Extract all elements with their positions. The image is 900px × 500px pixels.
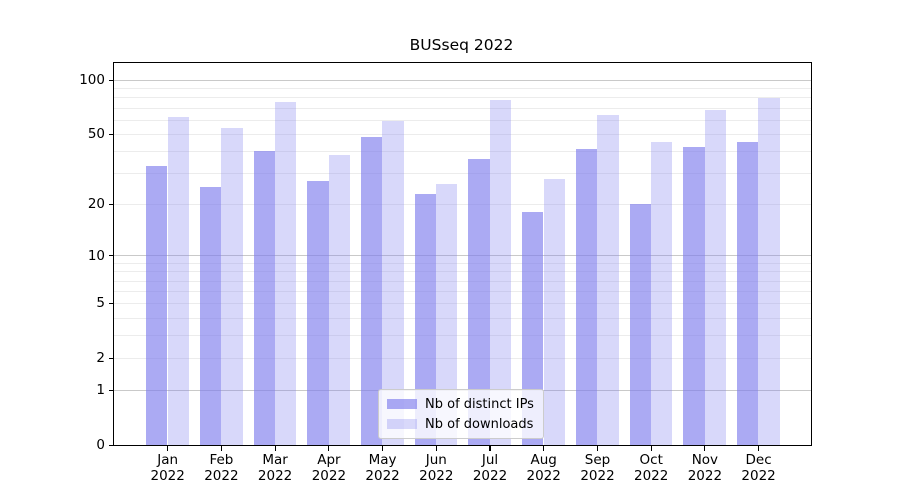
gridline-3 [114, 335, 811, 337]
gridline-6 [114, 291, 811, 292]
x-tick-label-jun: Jun 2022 [419, 452, 454, 484]
y-tick-label-10: 10 [87, 247, 105, 264]
x-tick-label-feb: Feb 2022 [204, 452, 239, 484]
bar-downloads-dec [758, 98, 780, 445]
y-tick-1 [108, 389, 113, 391]
bar-ips-mar [253, 151, 275, 445]
legend-label-downloads: Nb of downloads [425, 416, 534, 432]
x-tick-jun [435, 446, 437, 451]
gridline-4 [114, 317, 811, 319]
bar-ips-nov [683, 147, 705, 445]
bar-downloads-oct [651, 142, 673, 445]
bar-ips-apr [307, 181, 329, 445]
x-tick-jul [489, 446, 491, 451]
x-tick-nov [704, 446, 706, 451]
y-tick-2 [108, 357, 113, 359]
legend-item-distinct-ips: Nb of distinct IPs [379, 396, 543, 413]
bar-ips-jan [146, 166, 168, 445]
gridline-80 [114, 97, 811, 99]
x-tick-label-dec: Dec 2022 [741, 452, 776, 484]
legend: Nb of distinct IPs Nb of downloads [378, 389, 544, 439]
y-tick-0 [108, 444, 113, 446]
gridline-60 [114, 119, 811, 121]
bar-downloads-may [382, 121, 404, 445]
x-tick-label-sep: Sep 2022 [580, 452, 615, 484]
gridline-90 [114, 88, 811, 90]
bar-downloads-nov [704, 110, 727, 445]
y-tick-100 [108, 79, 113, 81]
bar-ips-feb [199, 187, 222, 445]
gridline-9 [114, 262, 811, 264]
bar-downloads-feb [221, 128, 243, 445]
x-tick-label-may: May 2022 [365, 452, 400, 484]
bar-ips-dec [737, 142, 759, 445]
x-tick-aug [543, 446, 545, 451]
gridline-50 [114, 133, 811, 135]
bar-downloads-sep [597, 114, 619, 445]
legend-swatch-downloads-icon [387, 419, 417, 429]
x-tick-apr [328, 446, 330, 451]
legend-item-downloads: Nb of downloads [379, 416, 543, 433]
bar-ips-jun [414, 193, 437, 445]
gridline-70 [114, 107, 811, 109]
gridline-5 [114, 303, 811, 305]
y-tick-label-1: 1 [96, 382, 105, 399]
gridline-8 [114, 271, 811, 273]
gridline-10 [114, 255, 811, 257]
y-tick-20 [108, 203, 113, 205]
y-tick-label-5: 5 [96, 295, 105, 312]
gridline-20 [114, 204, 811, 206]
legend-swatch-ips-icon [387, 399, 417, 409]
x-tick-label-jul: Jul 2022 [472, 452, 508, 484]
x-tick-oct [650, 446, 652, 451]
y-tick-label-2: 2 [96, 350, 105, 367]
gridline-100 [114, 79, 811, 82]
chart-title: BUSseq 2022 [409, 36, 514, 54]
bar-ips-aug [522, 212, 544, 445]
y-tick-label-100: 100 [79, 72, 105, 89]
x-tick-label-oct: Oct 2022 [634, 452, 669, 484]
bar-downloads-apr [328, 155, 351, 445]
x-tick-may [382, 446, 384, 451]
gridline-40 [114, 151, 811, 153]
gridline-30 [114, 173, 811, 175]
bar-ips-jul [468, 159, 490, 445]
x-tick-label-apr: Apr 2022 [311, 452, 347, 484]
plot-area: Nb of distinct IPs Nb of downloads [113, 62, 812, 446]
bar-ips-sep [575, 149, 598, 445]
gridline-7 [114, 280, 811, 282]
x-tick-jan [167, 446, 169, 451]
y-tick-label-50: 50 [87, 126, 105, 143]
y-tick-5 [108, 302, 113, 304]
x-tick-mar [274, 446, 276, 451]
x-tick-sep [596, 446, 599, 451]
bar-ips-oct [629, 204, 651, 445]
x-tick-feb [220, 446, 222, 451]
bar-downloads-jan [167, 117, 189, 445]
legend-label-distinct-ips: Nb of distinct IPs [425, 396, 534, 412]
y-tick-label-0: 0 [96, 437, 105, 454]
bar-downloads-jul [489, 100, 512, 445]
bar-downloads-aug [543, 178, 565, 445]
bar-ips-may [361, 137, 383, 445]
y-tick-50 [108, 133, 113, 135]
y-tick-label-20: 20 [87, 196, 105, 213]
y-tick-10 [108, 254, 113, 257]
bar-downloads-jun [436, 184, 458, 445]
x-tick-label-aug: Aug 2022 [526, 452, 561, 484]
x-tick-dec [758, 446, 760, 451]
x-tick-label-mar: Mar 2022 [257, 452, 293, 484]
bar-downloads-mar [274, 102, 297, 445]
gridline-2 [114, 358, 811, 360]
x-tick-label-nov: Nov 2022 [687, 452, 723, 484]
x-tick-label-jan: Jan 2022 [150, 452, 185, 484]
